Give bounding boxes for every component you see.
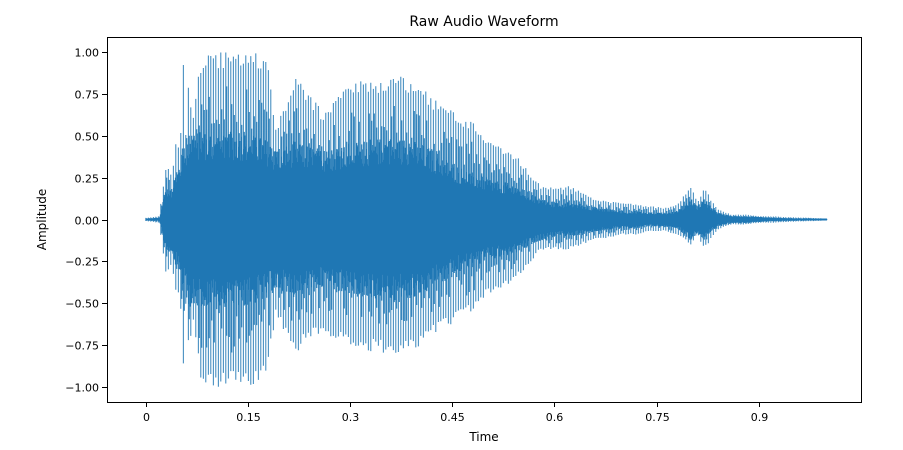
x-tick-label: 0.75 — [645, 411, 670, 424]
chart-title: Raw Audio Waveform — [409, 14, 558, 30]
y-tick-label: 1.00 — [75, 47, 100, 60]
x-tick-label: 0.45 — [440, 411, 465, 424]
x-tick-label: 0.6 — [546, 411, 564, 424]
plot-frame — [107, 37, 862, 403]
y-tick-label: −1.00 — [65, 382, 99, 395]
y-axis-ticks: 1.00 0.75 0.50 0.25 0.00 −0.25 −0.50 −0.75 −1.00 — [65, 47, 107, 395]
x-tick-label: 0 — [143, 411, 150, 424]
x-axis-ticks: 0 0.15 0.3 0.45 0.6 0.75 0.9 — [143, 402, 768, 424]
y-tick-label: −0.25 — [65, 256, 99, 269]
y-tick-label: −0.75 — [65, 340, 99, 353]
x-tick-label: 0.15 — [236, 411, 261, 424]
y-tick-label: 0.50 — [75, 131, 100, 144]
plot-area — [145, 52, 828, 387]
y-tick-label: 0.00 — [75, 215, 100, 228]
x-axis-label: Time — [468, 430, 498, 444]
y-tick-label: 0.75 — [75, 89, 100, 102]
y-tick-label: 0.25 — [75, 173, 100, 186]
x-tick-label: 0.3 — [342, 411, 360, 424]
y-tick-label: −0.50 — [65, 298, 99, 311]
x-tick-label: 0.9 — [751, 411, 769, 424]
y-axis-label: Amplitude — [35, 189, 49, 251]
